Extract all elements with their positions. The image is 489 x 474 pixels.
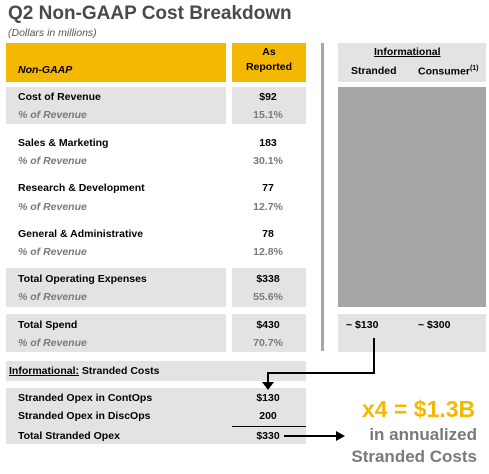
row-label-research-development: Research & Development (18, 182, 145, 194)
stranded-col-label: Stranded (351, 65, 397, 77)
page-subtitle: (Dollars in millions) (8, 27, 97, 39)
stranded-row-value-discops: 200 (259, 410, 277, 422)
informational-gray-block (338, 87, 486, 307)
row-pct-research-development: 12.7% (253, 201, 283, 213)
band-total-opex-right (232, 268, 306, 307)
row-label-sales-marketing: Sales & Marketing (18, 137, 109, 149)
header-non-gaap-label: Non-GAAP (18, 64, 73, 76)
band-cost-of-revenue-left (6, 87, 226, 124)
stranded-rows-bg (6, 388, 306, 444)
sum-rule (232, 426, 306, 427)
informational-header-bg (338, 43, 486, 82)
stranded-row-value-contops: $130 (256, 392, 280, 404)
row-label-total-opex: Total Operating Expenses (18, 273, 147, 285)
header-as-label: As (262, 46, 276, 58)
header-bar-reported (232, 43, 306, 82)
row-value-general-administrative: 78 (262, 228, 274, 240)
header-as-reported: As Reported (232, 45, 306, 75)
row-value-sales-marketing: 183 (259, 137, 277, 149)
callout-line-2: Stranded Costs (351, 447, 477, 466)
header-bar-left (6, 43, 226, 82)
stranded-row-value-total: $330 (256, 430, 280, 442)
consumer-col-label: Consumer(1) (418, 65, 479, 78)
row-pct-label-research-development: % of Revenue (18, 201, 87, 213)
row-label-total-spend: Total Spend (18, 319, 78, 331)
callout-line-1: in annualized (369, 425, 477, 444)
stranded-header-rest: Stranded Costs (79, 365, 160, 377)
band-total-spend-info (338, 314, 486, 352)
row-pct-label-sales-marketing: % of Revenue (18, 155, 87, 167)
callout-headline: x4 = $1.3B (362, 396, 476, 422)
stranded-header-informational: Informational: (9, 365, 79, 377)
band-total-spend-left (6, 314, 226, 352)
stranded-section-header-bg (6, 361, 306, 381)
stranded-row-label-discops: Stranded Opex in DiscOps (18, 410, 151, 422)
consumer-footnote: (1) (469, 65, 479, 72)
annualized-arrow (284, 431, 345, 441)
row-pct-cost-of-revenue: 15.1% (253, 109, 283, 121)
row-value-total-spend: $430 (256, 319, 280, 331)
band-cost-of-revenue-right (232, 87, 306, 124)
row-pct-label-cost-of-revenue: % of Revenue (18, 109, 87, 121)
header-reported-label: Reported (245, 61, 293, 73)
band-total-spend-right (232, 314, 306, 352)
stranded-section-header: Informational: Stranded Costs (9, 365, 160, 377)
row-pct-total-spend: 70.7% (253, 337, 283, 349)
row-pct-label-general-administrative: % of Revenue (18, 246, 87, 258)
total-spend-consumer: ~ $300 (418, 319, 451, 331)
total-spend-stranded: ~ $130 (346, 319, 379, 331)
stranded-row-label-total: Total Stranded Opex (18, 430, 120, 442)
stranded-connector-arrow (262, 338, 375, 390)
row-pct-label-total-opex: % of Revenue (18, 291, 87, 303)
column-divider (321, 43, 324, 351)
row-label-cost-of-revenue: Cost of Revenue (18, 91, 101, 103)
row-label-general-administrative: General & Administrative (18, 228, 144, 240)
band-total-opex-left (6, 268, 226, 307)
row-value-cost-of-revenue: $92 (259, 91, 277, 103)
row-pct-total-opex: 55.6% (253, 291, 283, 303)
page-title: Q2 Non-GAAP Cost Breakdown (8, 3, 292, 24)
row-pct-sales-marketing: 30.1% (253, 155, 283, 167)
stranded-row-label-contops: Stranded Opex in ContOps (18, 392, 153, 404)
row-pct-general-administrative: 12.8% (253, 246, 283, 258)
consumer-label-text: Consumer (418, 65, 470, 78)
row-value-research-development: 77 (262, 182, 274, 194)
row-value-total-opex: $338 (256, 273, 280, 285)
row-pct-label-total-spend: % of Revenue (18, 337, 87, 349)
informational-label: Informational (374, 46, 441, 58)
